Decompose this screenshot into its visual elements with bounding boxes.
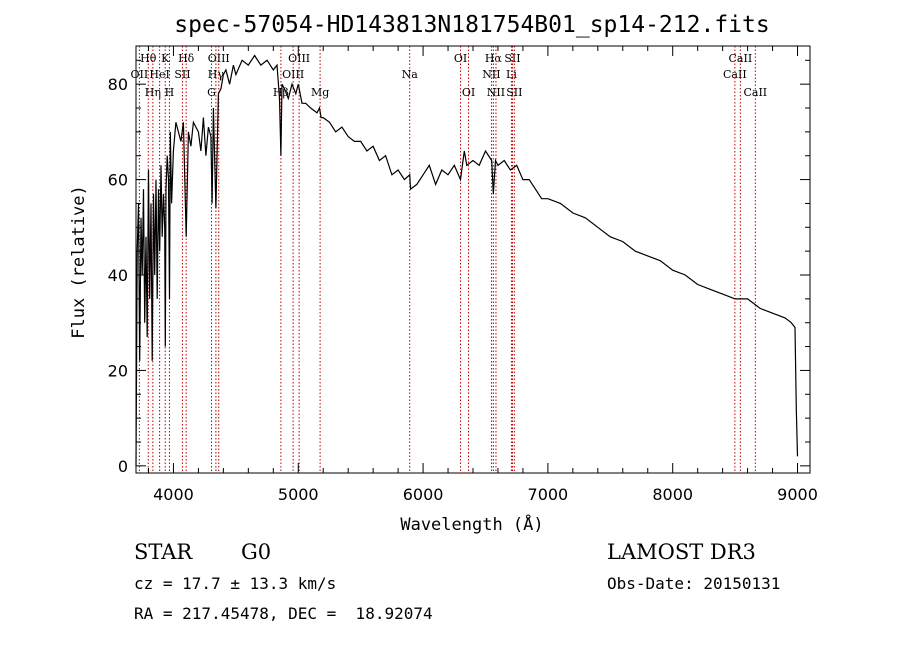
spectral-line-label: OIII: [288, 52, 310, 65]
x-tick-label: 9000: [777, 485, 818, 504]
spectral-line-label: Hδ: [178, 52, 195, 65]
survey-name: LAMOST DR3: [607, 540, 756, 564]
spectral-line-label: OI: [454, 52, 467, 65]
y-tick-label: 40: [108, 266, 128, 285]
spectral-line-label: CaII: [729, 52, 753, 65]
spectral-line-label: HeI: [149, 68, 169, 81]
spectral-line-label: Hη: [145, 86, 161, 99]
spectral-line-label: Hθ: [140, 52, 157, 65]
chart-title: spec-57054-HD143813N181754B01_sp14-212.f…: [174, 12, 769, 38]
spectral-line-label: SII: [504, 52, 520, 65]
x-tick-label: 6000: [403, 485, 444, 504]
spectral-line-label: K: [161, 52, 170, 65]
spectral-line-label: H: [165, 86, 175, 99]
spectral-line-label: OIII: [282, 68, 304, 81]
spectral-line-label: OI: [462, 86, 475, 99]
y-tick-label: 80: [108, 75, 128, 94]
y-axis-label: Flux (relative): [69, 185, 89, 339]
spectral-line-label: CaII: [743, 86, 767, 99]
y-tick-label: 20: [108, 361, 128, 380]
object-class: STAR: [134, 540, 193, 564]
coordinates: RA = 217.45478, DEC = 18.92074: [134, 604, 433, 623]
x-tick-label: 8000: [652, 485, 693, 504]
spectral-line-label: Hα: [485, 52, 503, 65]
spectral-line-label: NII: [482, 68, 500, 81]
spectral-line-label: SII: [506, 86, 522, 99]
observation-date: Obs-Date: 20150131: [607, 574, 781, 593]
redshift-velocity: cz = 17.7 ± 13.3 km/s: [134, 574, 337, 593]
spectral-line-label: G: [207, 86, 216, 99]
spectral-line-label: Hγ: [208, 68, 225, 81]
object-subclass: G0: [241, 540, 272, 564]
plot-frame: [135, 45, 811, 474]
spectral-line-label: NII: [487, 86, 505, 99]
spectral-line-label: Na: [402, 68, 419, 81]
spectral-line-label: CaII: [723, 68, 747, 81]
axes: 4000 5000 6000 7000 8000 9000 0 20 40 60 80: [108, 45, 818, 504]
spectral-line-label: Li: [506, 68, 517, 81]
spectral-line-label: OIII: [208, 52, 230, 65]
x-tick-label: 5000: [278, 485, 319, 504]
spectrum-line: [135, 54, 799, 466]
x-axis-label: Wavelength (Å): [400, 513, 543, 535]
x-tick-label: 7000: [528, 485, 569, 504]
spectral-line-label: SII: [174, 68, 190, 81]
x-tick-label: 4000: [153, 485, 194, 504]
spectral-line-label: OII: [131, 68, 149, 81]
spectral-line-label: Mg: [311, 86, 329, 99]
y-tick-label: 60: [108, 171, 128, 190]
y-tick-label: 0: [118, 457, 128, 476]
